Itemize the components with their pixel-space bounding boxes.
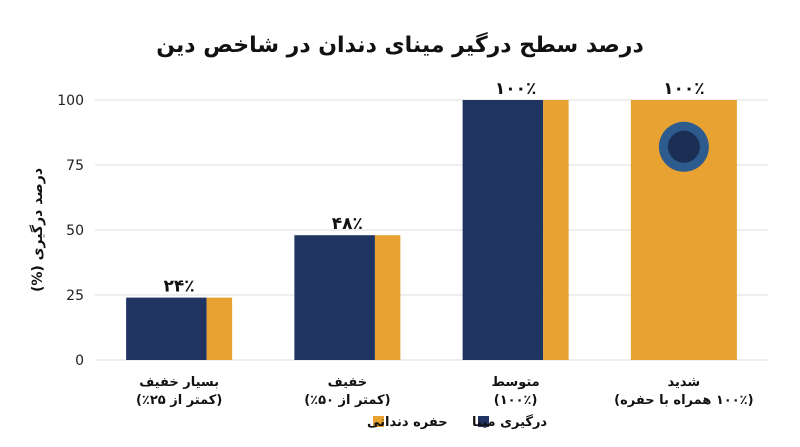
bar-enamel — [294, 235, 375, 360]
bar-enamel — [126, 297, 207, 360]
y-axis-label: درصد درگیری (%) — [29, 168, 46, 292]
x-category-label: متوسط — [492, 375, 540, 390]
y-tick-label: 100 — [57, 93, 84, 109]
x-category-label: بسیار خفیف — [139, 375, 219, 390]
legend-swatch — [373, 416, 384, 427]
bar-cavity — [374, 235, 401, 360]
bars — [126, 100, 737, 360]
data-label: ۲۴٪ — [164, 277, 195, 297]
y-tick-label: 75 — [66, 158, 84, 174]
y-tick-label: 25 — [66, 288, 84, 304]
cavity-inner-icon — [667, 130, 700, 163]
legend-label: حفره دندانی — [367, 415, 448, 430]
x-category-sublabel: (۱۰۰٪ همراه با حفره) — [614, 393, 753, 408]
bar-cavity — [543, 100, 569, 360]
x-category-sublabel: (کمتر از ۵۰٪) — [304, 393, 390, 408]
bar-enamel — [462, 100, 544, 360]
y-axis-ticks: 0 25 50 75 100 — [57, 93, 84, 369]
y-tick-label: 0 — [75, 353, 84, 369]
legend-label: درگیری مینا — [472, 414, 547, 430]
y-tick-label: 50 — [66, 223, 84, 239]
data-label: ۴۸٪ — [332, 214, 363, 234]
legend-swatch — [478, 416, 489, 427]
chart-title: درصد سطح درگیر مینای دندان در شاخص دین — [156, 31, 644, 58]
x-category-sublabel: (۱۰۰٪) — [494, 393, 538, 408]
x-category-sublabel: (کمتر از ۲۵٪) — [136, 393, 222, 408]
legend: درگیری مینا حفره دندانی — [367, 414, 547, 430]
x-category-label: خفیف — [328, 375, 368, 390]
x-axis-categories: بسیار خفیف (کمتر از ۲۵٪) خفیف (کمتر از ۵۰٪)… — [136, 375, 754, 408]
bar-cavity — [206, 297, 233, 360]
data-label: ۱۰۰٪ — [495, 79, 537, 99]
cavity-icon-group — [658, 121, 709, 172]
x-category-label: شدید — [668, 375, 701, 390]
data-label: ۱۰۰٪ — [663, 79, 705, 99]
data-labels: ۲۴٪ ۴۸٪ ۱۰۰٪ ۱۰۰٪ — [164, 79, 705, 297]
